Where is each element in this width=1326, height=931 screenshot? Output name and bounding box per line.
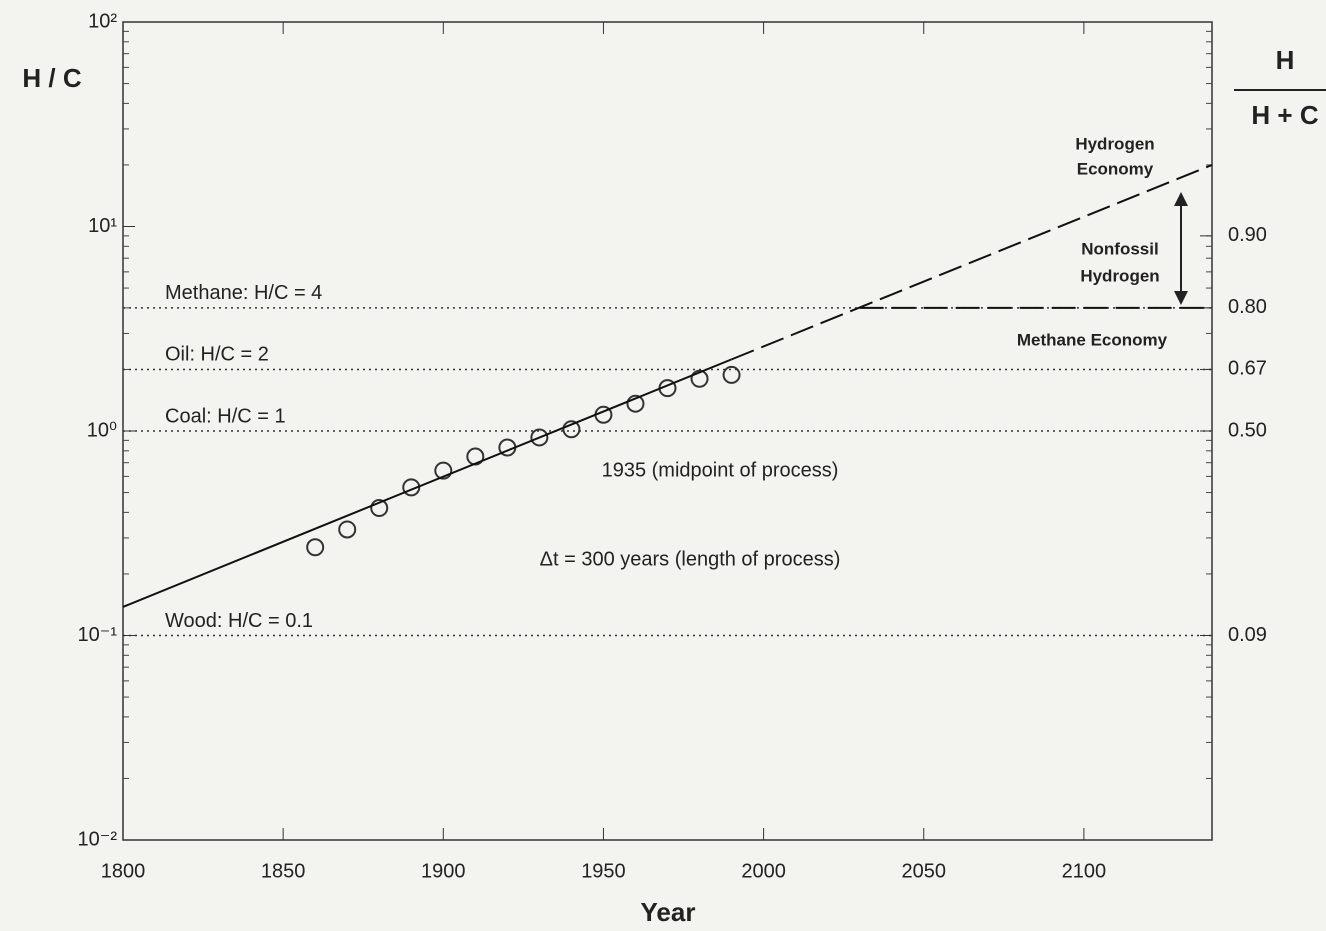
annotation: Δt = 300 years (length of process) [540, 548, 841, 570]
annotation: Nonfossil [1081, 239, 1158, 258]
x-tick-label: 2050 [901, 860, 946, 882]
arrow-head [1174, 192, 1188, 206]
y-axis-label: H / C [22, 63, 81, 93]
y-tick-label: 10¹ [88, 215, 117, 237]
reference-label: Oil: H/C = 2 [165, 344, 269, 366]
annotation: Methane Economy [1017, 330, 1168, 349]
y-tick-label: 10⁰ [87, 419, 117, 441]
data-point [370, 499, 389, 518]
annotation: 1935 (midpoint of process) [602, 459, 839, 481]
y2-tick-label: 0.90 [1228, 224, 1267, 246]
x-tick-label: 2100 [1062, 860, 1107, 882]
reference-label: Wood: H/C = 0.1 [165, 610, 313, 632]
y-tick-label: 10⁻¹ [78, 624, 118, 646]
reference-label: Coal: H/C = 1 [165, 405, 286, 427]
x-tick-label: 2000 [741, 860, 786, 882]
data-point [722, 365, 741, 384]
data-point [306, 538, 325, 557]
arrow-head [1174, 291, 1188, 305]
x-axis-label: Year [641, 897, 696, 927]
data-point [434, 461, 453, 480]
y2-tick-label: 0.09 [1228, 624, 1267, 646]
y-tick-label: 10⁻² [78, 828, 118, 850]
x-tick-label: 1950 [581, 860, 626, 882]
y-tick-label: 10² [88, 10, 117, 32]
data-point [562, 420, 581, 439]
data-point [626, 394, 645, 413]
y2-tick-label: 0.50 [1228, 419, 1267, 441]
x-tick-label: 1900 [421, 860, 466, 882]
y2-tick-label: 0.67 [1228, 358, 1267, 380]
data-point [690, 369, 709, 388]
trend-line [122, 358, 732, 608]
y2-axis-numerator: H [1276, 45, 1295, 75]
data-point [338, 520, 357, 539]
y2-axis-denominator: H + C [1251, 100, 1318, 130]
y2-tick-label: 0.80 [1228, 296, 1267, 318]
reference-label: Methane: H/C = 4 [165, 282, 322, 304]
annotation: Hydrogen [1080, 266, 1159, 285]
trend-line [731, 164, 1213, 361]
annotation: Hydrogen [1075, 134, 1154, 153]
annotation: Economy [1077, 159, 1154, 178]
data-point [530, 428, 549, 447]
x-tick-label: 1850 [261, 860, 306, 882]
x-tick-label: 1800 [101, 860, 146, 882]
